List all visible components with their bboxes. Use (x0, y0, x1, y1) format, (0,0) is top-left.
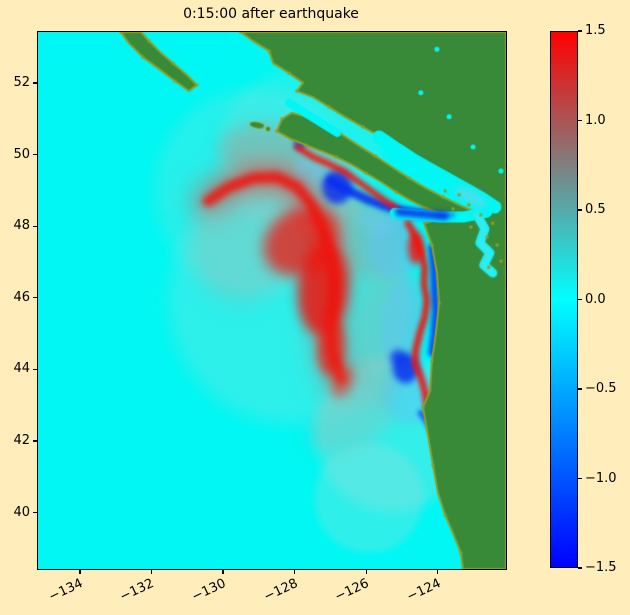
map-axes (37, 31, 507, 570)
colorbar-tick-label: −1.0 (585, 470, 617, 486)
y-tick-label: 46 (13, 289, 30, 305)
colorbar-tick-label: −0.5 (585, 381, 617, 396)
x-tick-mark (79, 569, 81, 574)
x-tick-label: −124 (404, 576, 444, 605)
y-tick-mark (32, 297, 37, 299)
plot-title: 0:15:00 after earthquake (183, 6, 359, 22)
y-tick-mark (32, 368, 37, 370)
x-tick-label: −132 (118, 576, 157, 605)
y-tick-mark (32, 511, 37, 514)
y-tick-mark (32, 440, 37, 442)
colorbar-tick-mark (578, 209, 582, 211)
y-tick-label: 40 (13, 504, 30, 520)
x-tick-mark (294, 569, 296, 574)
colorbar-tick-mark (578, 567, 582, 569)
x-tick-label: −128 (261, 576, 300, 605)
y-tick-label: 42 (13, 432, 30, 448)
x-tick-label: −130 (189, 576, 229, 605)
colorbar-tick-mark (578, 477, 582, 480)
x-tick-label: −134 (46, 576, 86, 605)
colorbar-tick-mark (578, 119, 582, 122)
x-tick-label: −126 (332, 576, 372, 605)
colorbar-tick-mark (578, 30, 582, 32)
y-tick-mark (32, 82, 37, 84)
y-tick-mark (32, 225, 37, 227)
x-tick-mark (222, 569, 224, 574)
x-tick-mark (365, 569, 367, 574)
colorbar-tick-label: 0.5 (585, 202, 606, 217)
y-tick-label: 48 (13, 218, 30, 234)
y-tick-mark (32, 153, 37, 156)
y-tick-label: 52 (13, 74, 30, 90)
x-tick-mark (437, 569, 439, 574)
colorbar-tick-mark (578, 388, 582, 390)
colorbar-tick-label: 1.0 (585, 112, 606, 128)
colorbar-tick-mark (578, 298, 582, 301)
colorbar (550, 31, 578, 568)
y-tick-label: 44 (13, 361, 30, 377)
colorbar-tick-label: 0.0 (585, 291, 606, 307)
colorbar-tick-label: −1.5 (585, 560, 617, 575)
x-tick-mark (150, 569, 153, 574)
y-tick-label: 50 (13, 146, 30, 162)
map-canvas (38, 32, 506, 569)
colorbar-tick-label: 1.5 (585, 23, 606, 38)
